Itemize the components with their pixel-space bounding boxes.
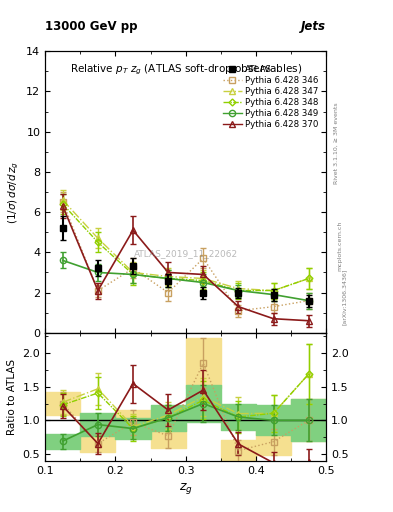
Y-axis label: Ratio to ATLAS: Ratio to ATLAS — [7, 359, 17, 435]
Text: [arXiv:1306.3436]: [arXiv:1306.3436] — [342, 269, 346, 325]
X-axis label: $z_g$: $z_g$ — [179, 481, 193, 496]
Text: Relative $p_T$ $z_g$ (ATLAS soft-drop observables): Relative $p_T$ $z_g$ (ATLAS soft-drop ob… — [70, 62, 302, 77]
Text: Rivet 3.1.10, ≥ 3M events: Rivet 3.1.10, ≥ 3M events — [334, 102, 338, 184]
Text: ATLAS_2019_11_22062: ATLAS_2019_11_22062 — [134, 249, 238, 259]
Text: Jets: Jets — [301, 20, 326, 33]
Text: mcplots.cern.ch: mcplots.cern.ch — [338, 221, 342, 271]
Y-axis label: $(1/\sigma)\, d\sigma/d\, z_g$: $(1/\sigma)\, d\sigma/d\, z_g$ — [6, 160, 21, 224]
Text: 13000 GeV pp: 13000 GeV pp — [45, 20, 138, 33]
Legend: ATLAS, Pythia 6.428 346, Pythia 6.428 347, Pythia 6.428 348, Pythia 6.428 349, P: ATLAS, Pythia 6.428 346, Pythia 6.428 34… — [219, 61, 322, 133]
